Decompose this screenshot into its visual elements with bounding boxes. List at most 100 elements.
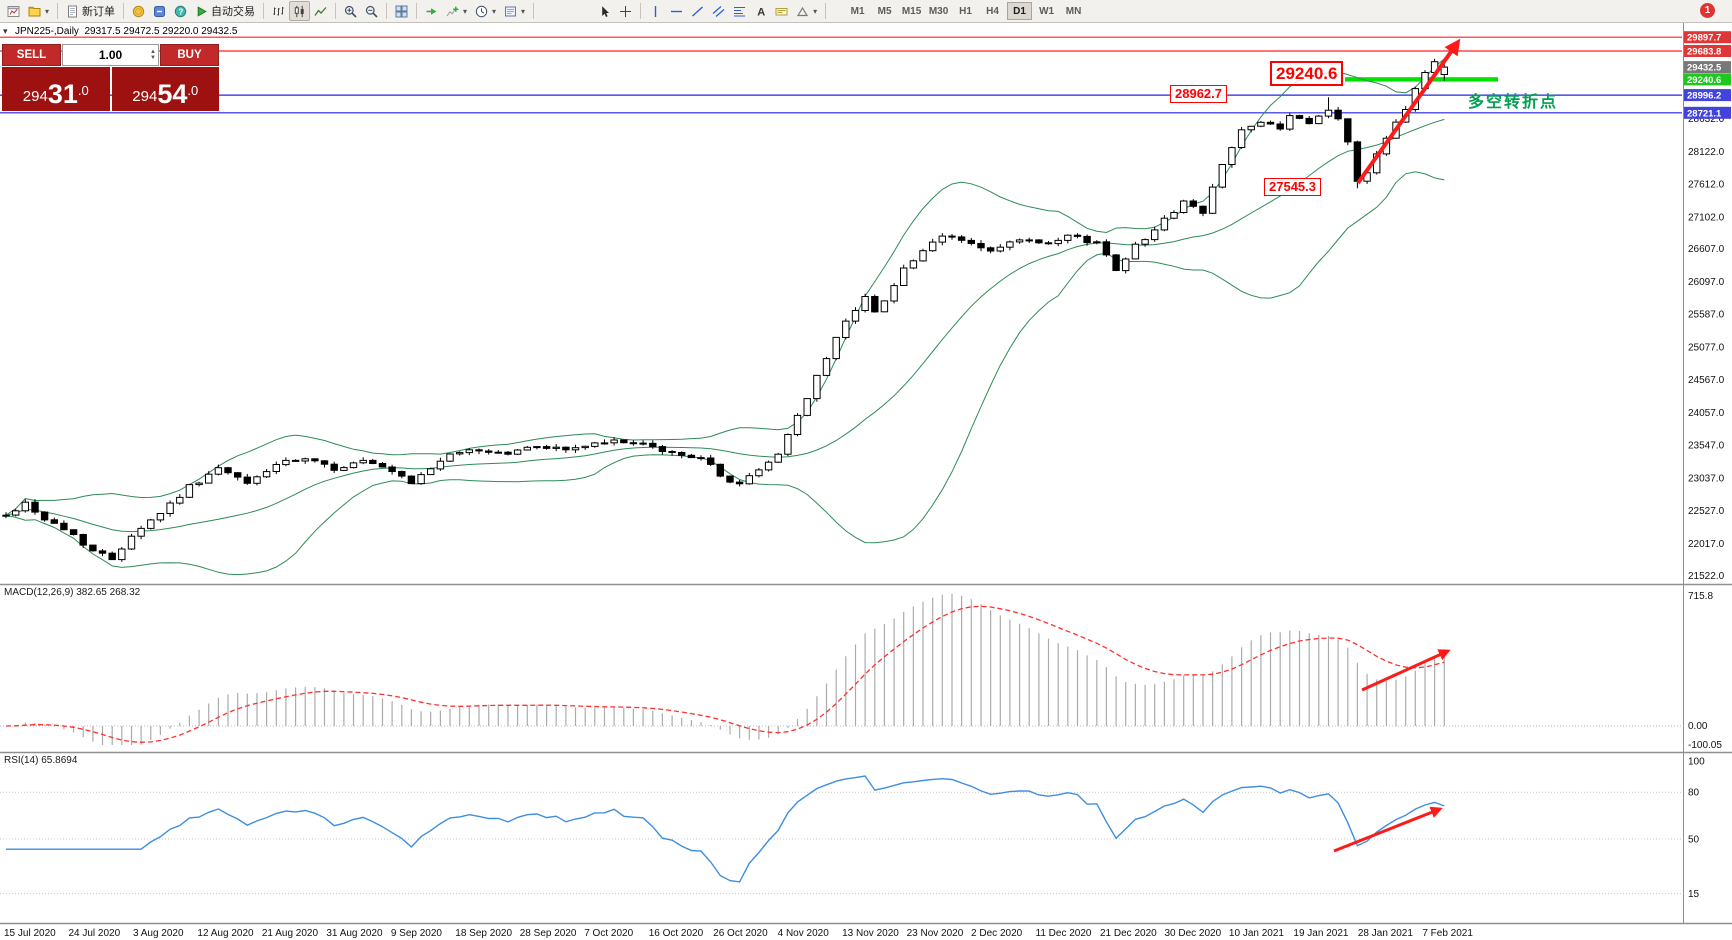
date-label: 18 Sep 2020 [455, 928, 512, 939]
volume-up-icon[interactable]: ▲ [150, 49, 156, 55]
text-label-icon[interactable] [771, 1, 792, 21]
toolbar-separator [640, 3, 642, 19]
new-chart-icon[interactable] [3, 1, 24, 21]
date-label: 28 Sep 2020 [520, 928, 577, 939]
price-grid-label: 22527.0 [1688, 506, 1725, 517]
dropdown-caret-icon: ▾ [45, 6, 50, 16]
candlestick-mode-icon[interactable] [289, 1, 311, 21]
crosshair-icon [619, 5, 632, 18]
macd-scale-bottom: -100.05 [1688, 740, 1722, 751]
price-grid-label: 24567.0 [1688, 375, 1725, 386]
price-grid-label: 27612.0 [1688, 180, 1725, 191]
date-label: 11 Dec 2020 [1036, 928, 1092, 939]
shapes-icon[interactable]: ▾ [792, 1, 821, 21]
tile-windows-icon[interactable] [391, 1, 412, 21]
dropdown-caret-icon: ▾ [813, 6, 818, 16]
new-order-button[interactable]: 新订单 [62, 1, 119, 21]
rsi-scale-50: 50 [1688, 835, 1700, 846]
mql5-community-icon[interactable] [128, 1, 149, 21]
volume-down-icon[interactable]: ▼ [150, 55, 156, 61]
level-lines[interactable] [0, 36, 1682, 114]
bar-chart-mode-icon[interactable] [268, 1, 289, 21]
zoom-in-icon[interactable] [340, 1, 361, 21]
price-grid-label: 25077.0 [1688, 342, 1725, 353]
level-label-29240-6[interactable]: 29240.6 [1270, 61, 1344, 87]
level-label-27545-3[interactable]: 27545.3 [1264, 178, 1321, 197]
trendline-icon [691, 5, 704, 18]
equidistant-channel-icon[interactable] [708, 1, 729, 21]
templates-icon [504, 5, 517, 18]
vertical-line-icon[interactable] [645, 1, 666, 21]
help-icon[interactable]: ? [170, 1, 191, 21]
crosshair-icon[interactable] [615, 1, 636, 21]
timeframe-m15-button[interactable]: M15 [901, 5, 922, 17]
profiles-icon[interactable]: ▾ [24, 1, 53, 21]
one-click-collapse-icon[interactable]: ▾ [3, 26, 8, 36]
price-grid-label: 26607.0 [1688, 244, 1725, 255]
date-label: 10 Jan 2021 [1229, 928, 1284, 939]
turning-point-label[interactable]: 多空转折点 [1468, 94, 1559, 111]
indicators-icon [446, 5, 459, 18]
date-label: 21 Aug 2020 [262, 928, 319, 939]
fibonacci-icon [733, 5, 746, 18]
auto-trading-icon [195, 5, 208, 18]
date-label: 23 Nov 2020 [907, 928, 964, 939]
price-grid-label: 27102.0 [1688, 212, 1725, 223]
date-label: 7 Feb 2021 [1422, 928, 1473, 939]
level-label-28962-7[interactable]: 28962.7 [1170, 85, 1227, 104]
toolbar-separator [263, 3, 265, 19]
date-label: 19 Jan 2021 [1293, 928, 1348, 939]
auto-scroll-icon [425, 5, 438, 18]
zoom-in-icon [344, 5, 357, 18]
volume-spinner[interactable]: ▲ ▼ [150, 45, 156, 65]
timeframe-m5-button[interactable]: M5 [877, 5, 892, 17]
buy-price[interactable]: 294 54.0 [111, 67, 219, 111]
macd-pane [0, 594, 1682, 745]
timeframe-mn-button[interactable]: MN [1065, 5, 1082, 17]
metaeditor-icon[interactable] [149, 1, 170, 21]
text-icon[interactable]: A [750, 1, 771, 21]
timeframe-h4-button[interactable]: H4 [986, 5, 999, 17]
price-digits: 31 [47, 79, 78, 110]
notification-badge[interactable]: 1 [1700, 3, 1715, 18]
price-grid-label: 28122.0 [1688, 147, 1725, 158]
trendline-icon[interactable] [687, 1, 708, 21]
timeframe-m1-button[interactable]: M1 [850, 5, 865, 17]
cursor-icon[interactable] [594, 1, 615, 21]
timeframe-m30-button[interactable]: M30 [928, 5, 949, 17]
sell-button[interactable]: SELL [2, 44, 61, 66]
toolbar-separator [123, 3, 125, 19]
metaeditor-icon [153, 5, 166, 18]
horizontal-line-icon[interactable] [666, 1, 687, 21]
dropdown-caret-icon: ▾ [492, 6, 497, 16]
profiles-icon [28, 5, 41, 18]
buy-button[interactable]: BUY [160, 44, 219, 66]
fibonacci-icon[interactable] [729, 1, 750, 21]
line-chart-mode-icon[interactable] [310, 1, 331, 21]
arrow-annotations[interactable] [1333, 38, 1461, 853]
date-axis[interactable]: 15 Jul 2020 24 Jul 2020 3 Aug 2020 12 Aug 2… [4, 928, 1473, 939]
auto-trading-button[interactable]: 自动交易 [191, 1, 259, 21]
auto-scroll-icon[interactable] [421, 1, 442, 21]
new-order-icon [66, 5, 79, 18]
periods-icon[interactable]: ▾ [471, 1, 500, 21]
rsi-scale-80: 80 [1688, 788, 1700, 799]
svg-text:?: ? [178, 7, 183, 16]
zoom-out-icon [365, 5, 378, 18]
macd-scale-zero: 0.00 [1688, 721, 1708, 732]
price-digits: 294 [22, 88, 48, 105]
templates-icon[interactable]: ▾ [500, 1, 529, 21]
volume-field[interactable]: 1.00 ▲ ▼ [62, 44, 159, 66]
timeframe-w1-button[interactable]: W1 [1039, 5, 1055, 17]
rsi-scale-100: 100 [1688, 757, 1705, 768]
zoom-out-icon[interactable] [361, 1, 382, 21]
date-label: 28 Jan 2021 [1358, 928, 1413, 939]
timeframe-d1-button[interactable]: D1 [1007, 2, 1033, 20]
timeframe-h1-button[interactable]: H1 [959, 5, 972, 17]
indicators-icon[interactable]: ▾ [442, 1, 471, 21]
tile-windows-icon [395, 5, 408, 18]
sell-price[interactable]: 294 31.0 [2, 67, 110, 111]
price-scale[interactable]: 28632.0 28122.0 27612.0 27102.0 26607.0 26097… [0, 23, 1732, 925]
new-chart-icon [7, 5, 20, 18]
